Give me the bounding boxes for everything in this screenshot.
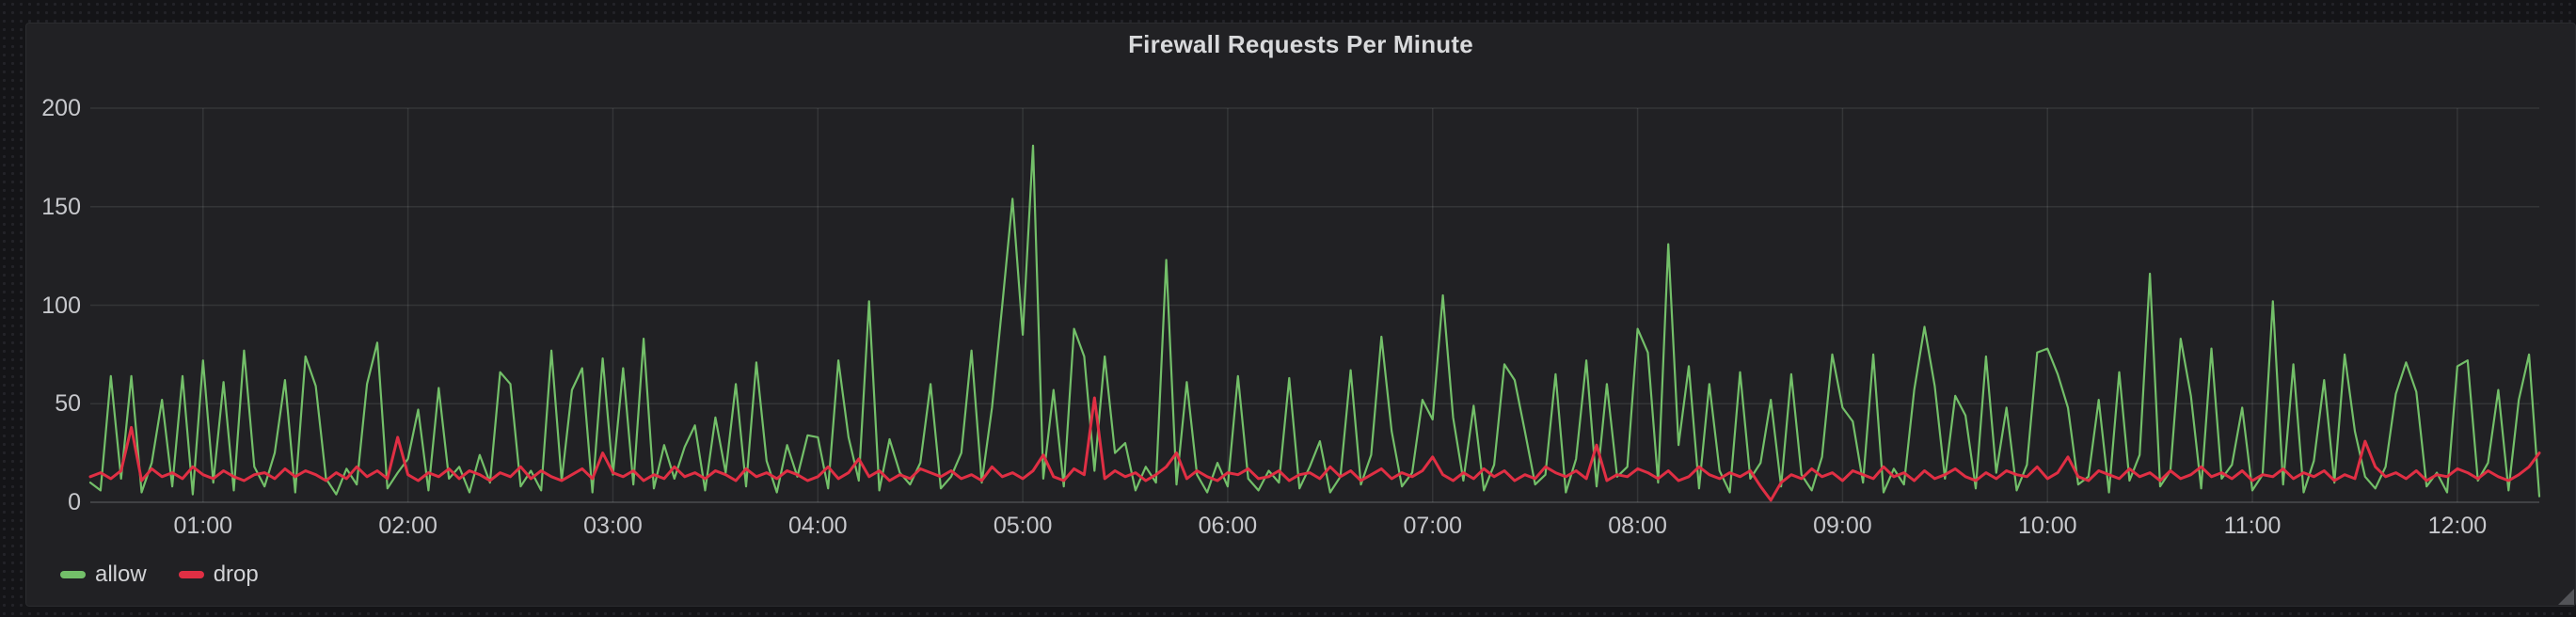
- x-axis-tick-label: 11:00: [2223, 513, 2282, 539]
- allow-series-line: [88, 144, 2541, 498]
- x-axis-tick-label: 01:00: [173, 513, 233, 539]
- legend-item-drop[interactable]: drop: [178, 562, 259, 587]
- legend: allow drop: [60, 563, 259, 586]
- y-axis-tick-label: 50: [55, 390, 81, 418]
- x-axis-tick-label: 12:00: [2427, 513, 2488, 539]
- x-axis-tick-label: 09:00: [1813, 513, 1872, 539]
- time-series-chart[interactable]: [26, 24, 2576, 608]
- x-axis-tick-label: 10:00: [2017, 513, 2077, 539]
- drop-series-line: [88, 396, 2541, 502]
- panel-title[interactable]: Firewall Requests Per Minute: [1128, 30, 1473, 58]
- x-axis-tick-label: 02:00: [378, 513, 437, 539]
- y-axis-tick-label: 0: [68, 489, 81, 515]
- x-axis-tick-label: 08:00: [1608, 513, 1667, 539]
- x-axis-tick-label: 05:00: [993, 513, 1053, 539]
- x-axis-tick-label: 06:00: [1198, 513, 1258, 539]
- legend-item-allow[interactable]: allow: [60, 563, 147, 586]
- y-axis-tick-label: 200: [41, 95, 81, 121]
- y-axis-tick-label: 150: [41, 193, 81, 220]
- x-axis-tick-label: 07:00: [1403, 513, 1463, 539]
- x-axis-tick-label: 04:00: [787, 513, 848, 539]
- drop-series-swatch-icon: [178, 571, 204, 578]
- firewall-requests-panel: Firewall Requests Per Minute 0 50 100 150 20…: [25, 23, 2576, 607]
- panel-resize-handle-icon[interactable]: [2558, 589, 2574, 605]
- legend-label-drop: drop: [213, 562, 259, 587]
- x-axis-tick-label: 03:00: [583, 513, 643, 539]
- allow-series-swatch-icon: [60, 571, 86, 578]
- y-axis-tick-label: 100: [41, 292, 81, 319]
- legend-label-allow: allow: [95, 562, 147, 587]
